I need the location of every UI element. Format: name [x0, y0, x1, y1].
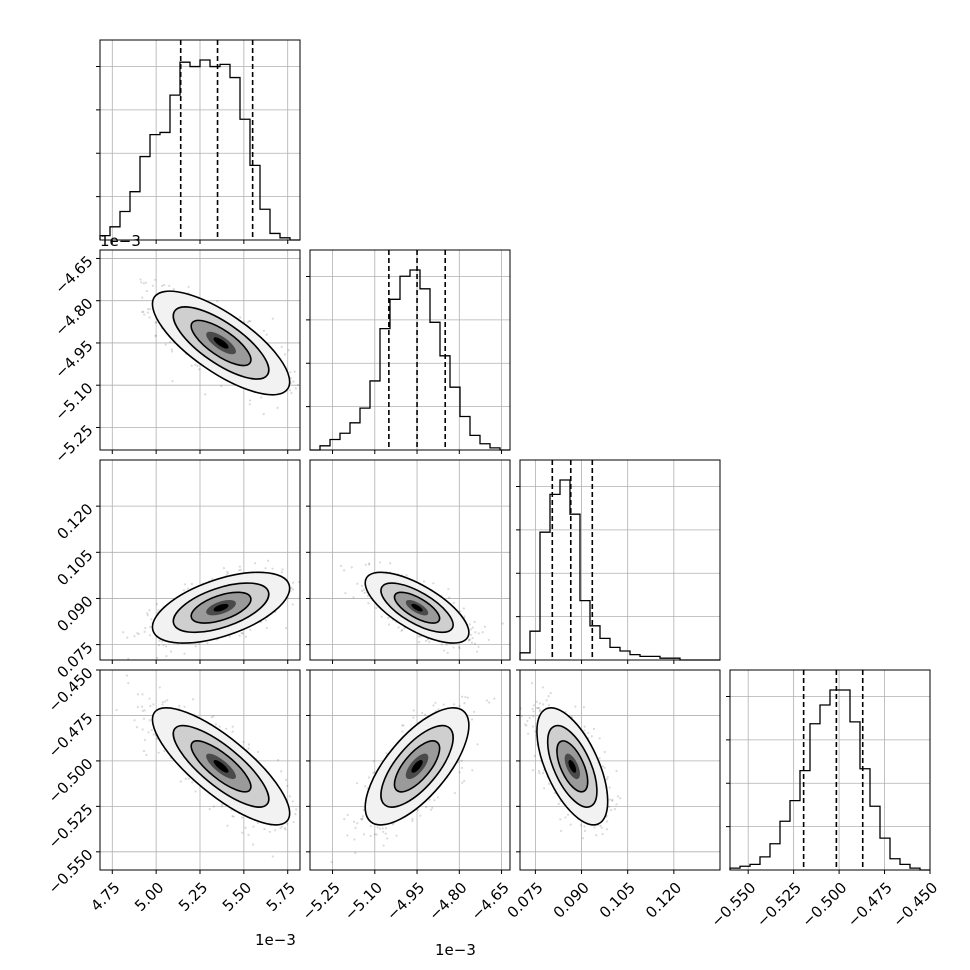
scatter-panel-2-3 — [516, 669, 721, 874]
x-tick-label: −4.80 — [425, 879, 470, 924]
x-offset-label: 1e−3 — [255, 931, 296, 949]
contour-line — [151, 571, 291, 644]
hist-panel-1 — [306, 249, 511, 454]
panel-frame — [309, 459, 511, 661]
hist-panel-3 — [726, 669, 931, 874]
x-tick-label: 5.50 — [219, 879, 255, 915]
panel-frame — [519, 459, 721, 661]
x-tick-label: −5.25 — [299, 879, 344, 924]
scatter-panel-1-2 — [306, 459, 511, 664]
y-tick-label: −4.65 — [51, 252, 96, 297]
y-tick-label: −0.550 — [45, 846, 97, 898]
contour-line — [364, 707, 470, 826]
contour-line — [546, 724, 598, 808]
x-tick-label: −0.500 — [798, 879, 850, 931]
density-peak — [411, 603, 423, 612]
x-tick-label: −5.10 — [341, 879, 386, 924]
contour-line — [380, 582, 454, 634]
y-tick-label: −0.525 — [45, 800, 97, 852]
y-tick-label: −5.10 — [51, 379, 96, 424]
hist-step-line — [519, 479, 720, 661]
x-tick-label: 5.25 — [175, 879, 211, 915]
contour-line — [536, 707, 609, 826]
x-tick-label: −0.450 — [889, 879, 941, 931]
contour-line — [380, 724, 454, 808]
x-tick-label: 0.120 — [642, 879, 685, 922]
contour-line — [364, 571, 470, 644]
hist-panel-2 — [516, 459, 721, 664]
density-peak — [213, 760, 229, 773]
scatter-panel-0-2 — [96, 459, 301, 664]
x-tick-label: −4.95 — [383, 879, 428, 924]
contour-line — [151, 707, 291, 826]
density-peak — [411, 760, 423, 773]
y-tick-label: 0.090 — [53, 592, 96, 635]
x-tick-label: 0.090 — [550, 879, 593, 922]
y-tick-label: −5.25 — [51, 421, 96, 466]
panel-frame — [309, 669, 511, 871]
panel-frame — [519, 669, 721, 871]
scatter-panel-0-1 — [96, 249, 301, 454]
hist-step-line — [729, 689, 930, 871]
contour-line — [393, 591, 441, 624]
hist-step-line — [310, 269, 510, 451]
y-offset-label: 1e−3 — [100, 232, 141, 250]
density-peak — [213, 603, 229, 612]
density-peak — [568, 760, 577, 773]
contour-line — [190, 591, 252, 624]
contour-line — [172, 724, 270, 808]
x-tick-label: −0.475 — [844, 879, 896, 931]
scatter-panel-0-3 — [96, 669, 301, 874]
x-tick-label: 0.075 — [504, 879, 547, 922]
y-tick-label: 0.105 — [53, 546, 96, 589]
hist-step-line — [99, 59, 300, 241]
x-tick-label: −0.525 — [753, 879, 805, 931]
contour-line — [172, 582, 270, 634]
x-tick-label: 5.75 — [263, 879, 299, 915]
x-offset-label: 1e−3 — [435, 941, 476, 959]
x-tick-label: 4.75 — [87, 879, 123, 915]
contour-line — [393, 740, 441, 793]
x-tick-label: 0.105 — [596, 879, 639, 922]
contour-line — [151, 290, 291, 396]
y-tick-label: −4.80 — [51, 295, 96, 340]
panel-frame — [729, 669, 931, 871]
y-tick-label: −0.500 — [45, 755, 97, 807]
contour-line — [190, 740, 252, 793]
x-tick-label: 5.00 — [131, 879, 167, 915]
scatter-panel-1-3 — [306, 669, 511, 874]
contour-line — [556, 740, 589, 793]
y-tick-label: −0.475 — [45, 709, 97, 761]
density-peak — [213, 337, 229, 349]
y-tick-label: −4.95 — [51, 337, 96, 382]
x-tick-label: −4.65 — [468, 879, 513, 924]
contour-line — [190, 319, 252, 367]
hist-panel-0 — [96, 39, 301, 244]
x-tick-label: −0.550 — [708, 879, 760, 931]
y-tick-label: 0.120 — [53, 500, 96, 543]
contour-line — [172, 306, 270, 380]
panel-frame — [309, 249, 511, 451]
